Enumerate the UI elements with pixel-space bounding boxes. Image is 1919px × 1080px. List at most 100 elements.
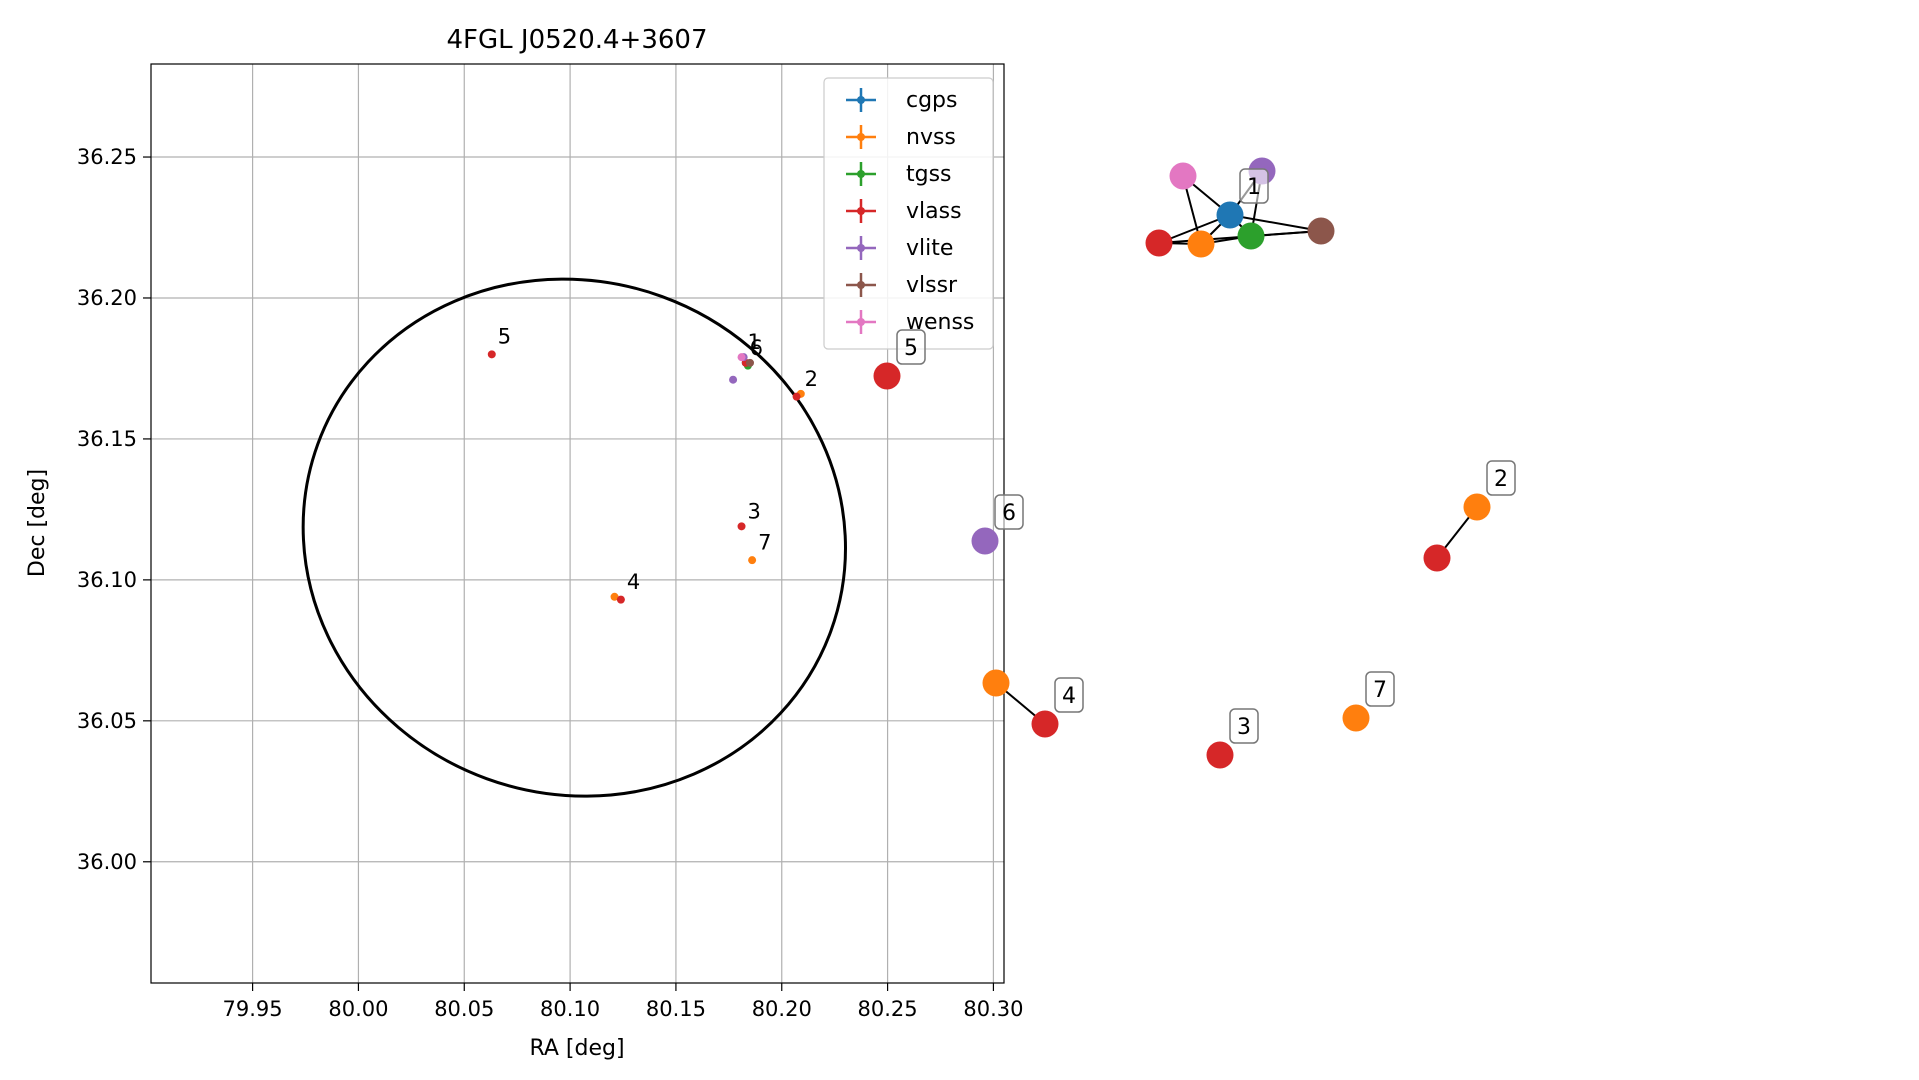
legend-tgss-label: tgss: [906, 162, 952, 187]
source-label-7: 7: [758, 530, 771, 554]
network-label-text: 3: [1237, 715, 1251, 740]
source-label-4: 4: [627, 570, 640, 594]
legend-tgss-marker: [857, 170, 865, 178]
vlssr-point: [746, 358, 755, 367]
legend-nvss-label: nvss: [906, 125, 956, 150]
network-label-2: 2: [1486, 460, 1516, 496]
network-node-vlass: [1145, 229, 1173, 257]
network-node-vlass: [873, 362, 901, 390]
legend-vlite-label: vlite: [906, 236, 953, 261]
vlass-point: [737, 522, 746, 531]
source-label-1: 1: [748, 330, 761, 354]
network-node-vlass: [1031, 710, 1059, 738]
source-label-3: 3: [748, 499, 761, 523]
nvss-point: [610, 592, 619, 601]
chart-title: 4FGL J0520.4+3607: [447, 25, 708, 55]
network-node-vlite: [971, 527, 999, 555]
x-tick-label: 80.30: [963, 997, 1023, 1021]
legend-entry-tgss: tgss: [846, 162, 952, 187]
network-node-wenss: [1169, 162, 1197, 190]
legend-nvss-marker: [857, 133, 865, 141]
network-label-box: [994, 494, 1024, 530]
x-tick-label: 79.95: [223, 997, 283, 1021]
network-label-text: 4: [1062, 684, 1076, 709]
legend-vlass-marker: [857, 207, 865, 215]
vlass-marker: [616, 595, 625, 604]
network-label-4: 4: [1054, 677, 1084, 713]
network-label-box: [896, 329, 926, 365]
y-axis-label: Dec [deg]: [25, 469, 50, 577]
error-ellipse: [301, 277, 847, 798]
legend-cgps-marker: [857, 96, 865, 104]
network-node-nvss: [1342, 704, 1370, 732]
x-tick-label: 80.20: [752, 997, 812, 1021]
network-label-box: [1486, 460, 1516, 496]
network-label-text: 2: [1494, 467, 1508, 492]
network-label-text: 7: [1373, 678, 1387, 703]
network-node-vlssr: [1307, 217, 1335, 245]
wenss-marker: [737, 353, 746, 362]
vlass-marker: [792, 392, 801, 401]
network-label-box: [1239, 168, 1269, 204]
vlass-point: [792, 392, 801, 401]
legend-entry-cgps: cgps: [846, 88, 958, 113]
x-axis-label: RA [deg]: [529, 1036, 624, 1061]
legend-entry-nvss: nvss: [846, 125, 956, 150]
network-label-1: 1: [1239, 168, 1269, 204]
legend-wenss-marker: [857, 318, 865, 326]
vlass-marker: [737, 522, 746, 531]
legend-entry-vlssr: vlssr: [846, 273, 958, 298]
network-node-nvss: [1187, 230, 1215, 258]
nvss-point: [748, 556, 757, 565]
y-tick-label: 36.05: [77, 709, 137, 733]
legend-cgps-label: cgps: [906, 88, 958, 113]
axis-ticks: 79.95 80.00 80.05 80.10 80.15 80.20 80.25 80.30…: [77, 145, 1024, 1021]
network-label-box: [1229, 708, 1259, 744]
network-labels: 1 2 3 4 5 6 7: [896, 168, 1516, 744]
x-tick-label: 80.00: [328, 997, 388, 1021]
network-label-3: 3: [1229, 708, 1259, 744]
network-label-box: [1054, 677, 1084, 713]
network-node-vlass: [1423, 544, 1451, 572]
network-node-tgss: [1237, 222, 1265, 250]
x-tick-label: 80.25: [858, 997, 918, 1021]
y-tick-label: 36.10: [77, 568, 137, 592]
y-tick-label: 36.15: [77, 427, 137, 451]
network-label-text: 1: [1247, 175, 1261, 200]
nvss-marker: [748, 556, 757, 565]
legend-vlssr-label: vlssr: [906, 273, 958, 298]
legend-vlass-label: vlass: [906, 199, 962, 224]
vlass-point: [616, 595, 625, 604]
data-points: [487, 350, 805, 604]
network-node-nvss: [1463, 493, 1491, 521]
error-ellipse-outline: [301, 277, 847, 798]
x-tick-label: 80.05: [434, 997, 494, 1021]
x-tick-label: 80.10: [540, 997, 600, 1021]
network-panel: 1 2 3 4 5 6 7: [873, 157, 1516, 769]
vlssr-marker: [746, 358, 755, 367]
vlass-marker: [487, 350, 496, 359]
source-annotations: 1 2 3 4 5 6 7: [498, 325, 818, 594]
vlite-point: [729, 375, 738, 384]
y-tick-label: 36.25: [77, 145, 137, 169]
vlass-point: [487, 350, 496, 359]
source-label-5: 5: [498, 325, 511, 349]
nvss-marker: [610, 592, 619, 601]
network-edge: [1229, 214, 1322, 232]
y-tick-label: 36.00: [77, 850, 137, 874]
network-label-text: 6: [1002, 501, 1016, 526]
network-label-7: 7: [1365, 671, 1395, 707]
network-label-text: 5: [904, 336, 918, 361]
scatter-panel: 1 2 3 4 5 6 7 79.95 80.00 80.05 80.10 80.15 80.20 80…: [25, 25, 1023, 1061]
wenss-point: [737, 353, 746, 362]
network-label-box: [1365, 671, 1395, 707]
legend-vlite-marker: [857, 244, 865, 252]
network-node-cgps: [1216, 201, 1244, 229]
network-label-6: 6: [994, 494, 1024, 530]
legend-vlssr-marker: [857, 281, 865, 289]
vlite-marker: [729, 375, 738, 384]
legend-entry-vlass: vlass: [846, 199, 962, 224]
y-tick-label: 36.20: [77, 286, 137, 310]
